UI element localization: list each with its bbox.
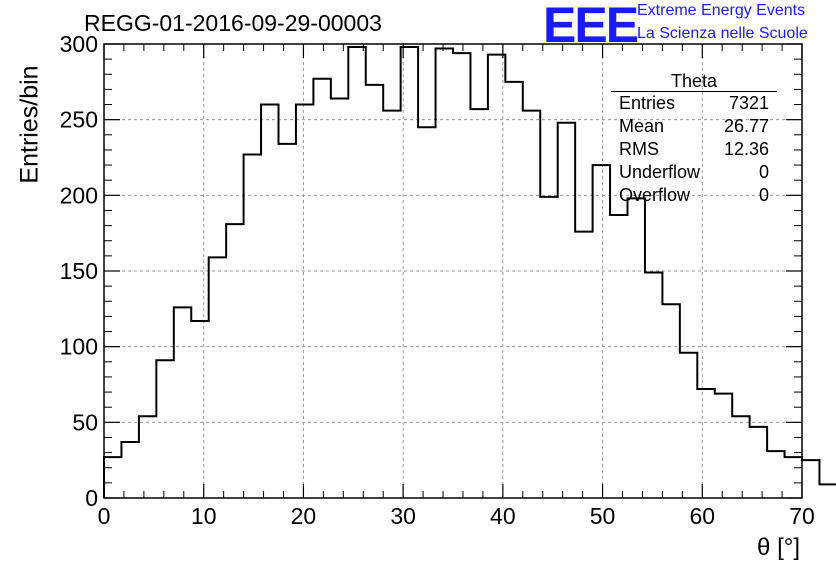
histogram-bin [767,451,784,498]
eee-logo: EEE [543,0,639,53]
stats-value: 12.36 [723,139,769,159]
x-tick-label: 60 [689,503,715,529]
histogram-bin [680,353,697,498]
histogram-bin [104,457,121,498]
stats-value: 7321 [728,93,769,113]
x-tick-label: 50 [590,503,616,529]
x-tick-label: 10 [191,503,217,529]
histogram-bin [418,127,435,498]
histogram-bin [191,321,208,498]
histogram-bin [331,98,348,498]
stats-row-entries: Entries 7321 [611,92,777,115]
stats-value: 26.77 [723,116,769,136]
axis-ticks [103,43,803,499]
histogram-bin [802,460,819,498]
histogram-bin [785,457,802,498]
histogram-bin [226,224,243,498]
histogram-bin [593,165,610,498]
histogram-bin [174,307,191,498]
stats-label: Entries [619,93,676,113]
y-tick-label: 100 [60,334,98,360]
y-tick-label: 0 [85,485,98,511]
histogram-bin [575,232,592,498]
histogram-bin [401,47,418,498]
stats-row-underflow: Underflow 0 [611,161,777,184]
histogram-bin [383,111,400,498]
histogram-bin [697,389,714,498]
stats-box: Theta Entries 7321 Mean 26.77 RMS 12.36 … [611,72,777,207]
stats-label: Underflow [619,162,701,182]
y-tick-label: 300 [60,31,98,57]
stats-row-mean: Mean 26.77 [611,115,777,138]
y-tick-label: 150 [60,258,98,284]
histogram-bin [121,442,138,498]
histogram-bin [540,197,557,498]
histogram-bin [453,53,470,498]
histogram-bin [261,105,278,498]
histogram-bin [732,416,749,498]
stats-label: RMS [619,139,659,159]
y-axis-label: Entries/bin [15,65,44,184]
histogram-bin [715,394,732,498]
histogram-outline [103,46,836,498]
stats-value: 0 [758,162,769,182]
histogram-bin [436,49,453,498]
histogram-bin [209,257,226,498]
tick-labels: 0 10 20 30 40 50 60 70 0 50 100 150 200 250 300 [60,31,815,529]
histogram-bin [279,144,296,498]
histogram-bin [244,154,261,498]
x-tick-label: 40 [490,503,516,529]
histogram-bin [505,82,522,498]
plot-title: REGG-01-2016-09-29-00003 [84,10,382,36]
histogram-bin [819,484,836,498]
histogram-bin [488,55,505,498]
stats-value: 0 [758,185,769,205]
histogram-bin [523,111,540,498]
histogram-bin [348,47,365,498]
histogram-bin [750,427,767,498]
logo-line-1: Extreme Energy Events [637,2,806,19]
stats-title: Theta [611,72,777,92]
histogram-bars [103,46,836,498]
y-tick-label: 50 [72,409,98,435]
histogram-bin [645,273,662,498]
histogram-bin [366,85,383,498]
logo-line-2: La Scienza nelle Scuole [637,25,808,42]
histogram-bin [470,109,487,498]
x-tick-label: 70 [789,503,815,529]
histogram-bin [558,123,575,498]
histogram-bin [139,416,156,498]
stats-row-overflow: Overflow 0 [611,184,777,207]
stats-row-rms: RMS 12.36 [611,138,777,161]
x-axis-label: θ [°] [757,534,800,561]
y-tick-label: 200 [60,182,98,208]
histogram-bin [156,360,173,498]
stats-label: Mean [619,116,665,136]
y-tick-label: 250 [60,107,98,133]
histogram-bin [662,304,679,498]
histogram-bin [610,215,627,498]
x-tick-label: 0 [98,503,111,529]
x-tick-label: 20 [291,503,317,529]
stats-label: Overflow [619,185,691,205]
histogram-bin [628,198,645,498]
histogram-bin [313,79,330,498]
x-tick-label: 30 [390,503,416,529]
histogram-bin [296,105,313,498]
